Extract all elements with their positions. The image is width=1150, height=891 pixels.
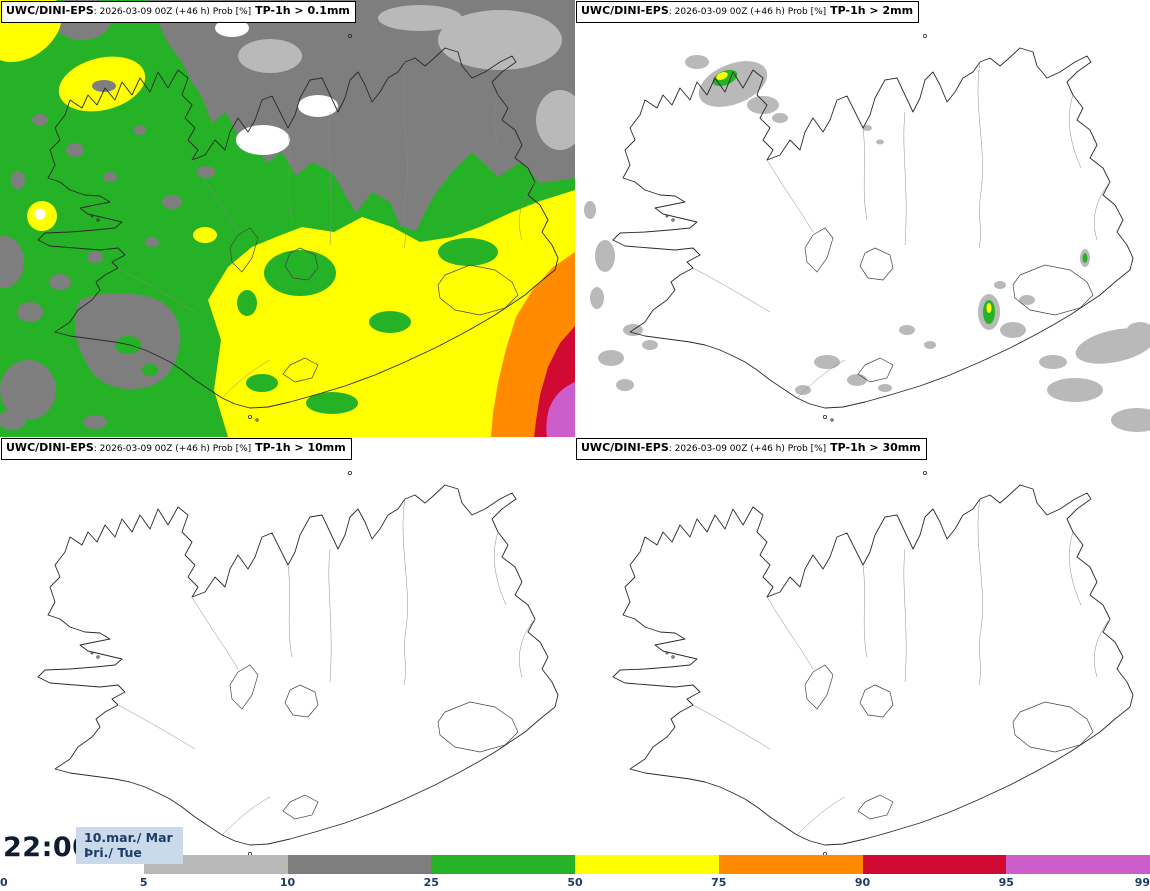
colorbar-tick: 95: [998, 876, 1014, 889]
panel-title: UWC/DINI-EPS: 2026-03-09 00Z (+46 h) Pro…: [576, 438, 927, 460]
threshold-label: TP-1h > 10mm: [255, 441, 346, 454]
probability-field-2mm: [584, 55, 1150, 432]
threshold-label: TP-1h > 30mm: [830, 441, 921, 454]
colorbar-tick: 50: [567, 876, 583, 889]
valid-date: 10.mar./ Mar Þri./ Tue: [76, 827, 183, 864]
panel-title: UWC/DINI-EPS: 2026-03-09 00Z (+46 h) Pro…: [576, 1, 920, 23]
colorbar-segment: [718, 855, 863, 874]
threshold-label: TP-1h > 2mm: [830, 4, 914, 17]
colorbar-tick: 5: [139, 876, 148, 889]
threshold-label: TP-1h > 0.1mm: [255, 4, 350, 17]
model-name: UWC/DINI-EPS: [6, 4, 94, 17]
panel-tp-30mm: UWC/DINI-EPS: 2026-03-09 00Z (+46 h) Pro…: [575, 437, 1150, 874]
panel-title: UWC/DINI-EPS: 2026-03-09 00Z (+46 h) Pro…: [1, 1, 356, 23]
colorbar-segment: [431, 855, 575, 874]
map-tp-2mm: [584, 33, 1150, 432]
map-tp-10mm: [37, 470, 559, 859]
colorbar-segment: [862, 855, 1007, 874]
run-info: : 2026-03-09 00Z (+46 h) Prob [%]: [93, 7, 252, 17]
colorbar-tick: 99: [1134, 876, 1150, 889]
colorbar-tick: 10: [279, 876, 296, 889]
colorbar-tick: 25: [423, 876, 439, 889]
model-name: UWC/DINI-EPS: [581, 4, 669, 17]
run-info: : 2026-03-09 00Z (+46 h) Prob [%]: [668, 444, 827, 454]
footer: 22:00 10.mar./ Mar Þri./ Tue 0 5 10 25 50 75 9…: [0, 825, 1150, 891]
colorbar-tick: 90: [854, 876, 871, 889]
model-name: UWC/DINI-EPS: [581, 441, 669, 454]
panel-tp-0.1mm: UWC/DINI-EPS: 2026-03-09 00Z (+46 h) Pro…: [0, 0, 575, 437]
colorbar-segment: [575, 855, 719, 874]
run-info: : 2026-03-09 00Z (+46 h) Prob [%]: [668, 7, 827, 17]
colorbar-ticks: 0 5 10 25 50 75 90 95 99: [0, 874, 1150, 890]
run-info: : 2026-03-09 00Z (+46 h) Prob [%]: [93, 444, 252, 454]
date-line: 10.mar./ Mar: [84, 830, 173, 845]
map-tp-30mm: [612, 470, 1134, 859]
colorbar-segment: [287, 855, 432, 874]
colorbar-tick: 75: [711, 876, 727, 889]
colorbar-segment: [1006, 855, 1150, 874]
colorbar-tick: 0: [0, 876, 8, 889]
colorbar: 0 5 10 25 50 75 90 95 99: [0, 855, 1150, 891]
weekday-line: Þri./ Tue: [84, 845, 142, 860]
panel-tp-10mm: UWC/DINI-EPS: 2026-03-09 00Z (+46 h) Pro…: [0, 437, 575, 874]
panel-tp-2mm: UWC/DINI-EPS: 2026-03-09 00Z (+46 h) Pro…: [575, 0, 1150, 437]
model-name: UWC/DINI-EPS: [6, 441, 94, 454]
map-tp-0.1mm: [0, 0, 575, 437]
probability-field-0.1mm: [0, 0, 575, 437]
panel-title: UWC/DINI-EPS: 2026-03-09 00Z (+46 h) Pro…: [1, 438, 352, 460]
